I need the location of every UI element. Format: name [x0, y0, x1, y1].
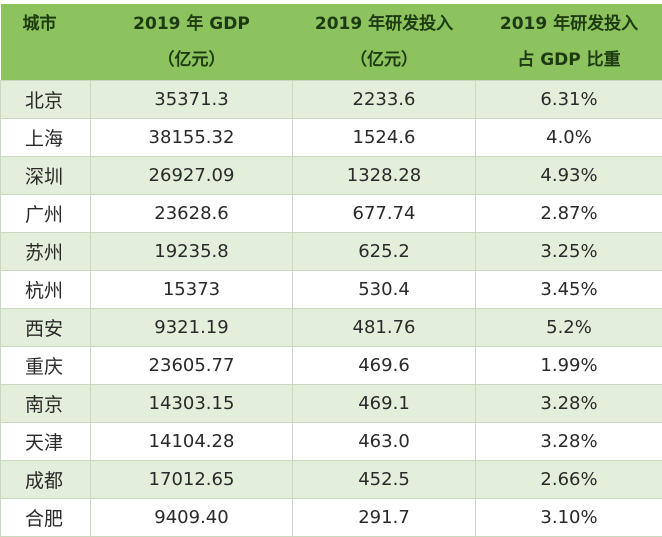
ratio-cell: 3.28%	[476, 385, 662, 423]
city-cell: 重庆	[1, 347, 91, 385]
ratio-cell: 4.0%	[476, 119, 662, 157]
rd-cell: 2233.6	[293, 81, 476, 119]
header-line2: （亿元）	[293, 42, 476, 78]
header-line1: 2019 年 GDP	[91, 6, 293, 42]
column-header: 2019 年 GDP（亿元）	[91, 4, 293, 81]
city-cell: 深圳	[1, 157, 91, 195]
header-line1: 城市	[23, 6, 91, 42]
rd-cell: 625.2	[293, 233, 476, 271]
gdp-cell: 38155.32	[91, 119, 293, 157]
ratio-cell: 6.31%	[476, 81, 662, 119]
gdp-cell: 26927.09	[91, 157, 293, 195]
header-line1: 2019 年研发投入	[293, 6, 476, 42]
gdp-cell: 19235.8	[91, 233, 293, 271]
gdp-cell: 14303.15	[91, 385, 293, 423]
ratio-cell: 3.25%	[476, 233, 662, 271]
rd-cell: 677.74	[293, 195, 476, 233]
city-cell: 广州	[1, 195, 91, 233]
ratio-cell: 1.99%	[476, 347, 662, 385]
rd-cell: 1524.6	[293, 119, 476, 157]
header-line2: 占 GDP 比重	[476, 42, 662, 78]
header-line1: 2019 年研发投入	[476, 6, 662, 42]
gdp-cell: 17012.65	[91, 461, 293, 499]
city-cell: 成都	[1, 461, 91, 499]
gdp-cell: 9321.19	[91, 309, 293, 347]
column-header: 2019 年研发投入（亿元）	[293, 4, 476, 81]
city-cell: 北京	[1, 81, 91, 119]
gdp-cell: 14104.28	[91, 423, 293, 461]
city-cell: 杭州	[1, 271, 91, 309]
ratio-cell: 3.45%	[476, 271, 662, 309]
city-cell: 上海	[1, 119, 91, 157]
ratio-cell: 2.66%	[476, 461, 662, 499]
rd-cell: 463.0	[293, 423, 476, 461]
rd-cell: 481.76	[293, 309, 476, 347]
rd-cell: 530.4	[293, 271, 476, 309]
rd-cell: 469.6	[293, 347, 476, 385]
gdp-cell: 23628.6	[91, 195, 293, 233]
column-header: 2019 年研发投入占 GDP 比重	[476, 4, 662, 81]
city-cell: 苏州	[1, 233, 91, 271]
column-header: 城市	[1, 4, 91, 81]
header-line2: （亿元）	[91, 42, 293, 78]
gdp-cell: 23605.77	[91, 347, 293, 385]
ratio-cell: 3.28%	[476, 423, 662, 461]
rd-cell: 1328.28	[293, 157, 476, 195]
ratio-cell: 5.2%	[476, 309, 662, 347]
gdp-cell: 35371.3	[91, 81, 293, 119]
ratio-cell: 2.87%	[476, 195, 662, 233]
gdp-cell: 15373	[91, 271, 293, 309]
city-cell: 天津	[1, 423, 91, 461]
city-cell: 西安	[1, 309, 91, 347]
rd-cell: 469.1	[293, 385, 476, 423]
ratio-cell: 4.93%	[476, 157, 662, 195]
rd-cell: 452.5	[293, 461, 476, 499]
city-cell: 南京	[1, 385, 91, 423]
